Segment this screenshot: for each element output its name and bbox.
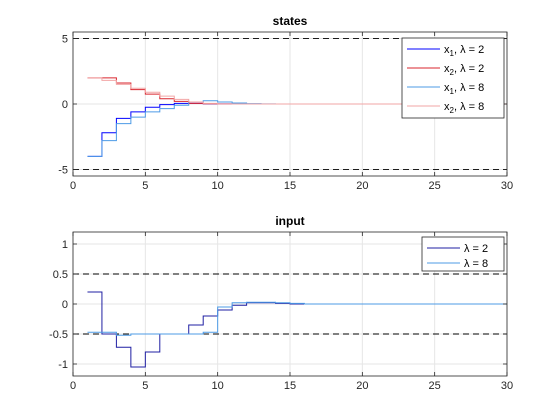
chart-0-legend-entry-3: x2, λ = 8: [444, 101, 484, 115]
chart-1-x-tick-label-4: 20: [356, 380, 368, 392]
chart-1-y-tick-label-1: -0.5: [49, 329, 68, 341]
chart-0-x-tick-label-6: 30: [501, 180, 513, 192]
chart-0-y-tick-label-1: 0: [62, 99, 68, 111]
chart-1-series-1-line: [87, 301, 507, 336]
chart-1-y-tick-label-2: 0: [62, 299, 68, 311]
chart-0-x-tick-label-1: 5: [142, 180, 148, 192]
chart-0-legend-entry-0: x1, λ = 2: [444, 44, 484, 58]
chart-0-y-tick-label-2: 5: [62, 34, 68, 46]
chart-1-legend-entry-0: λ = 2: [464, 243, 488, 255]
chart-0-y-tick-label-0: -5: [58, 164, 68, 176]
chart-0-x-tick-label-0: 0: [70, 180, 76, 192]
chart-1-legend-box: [421, 236, 505, 272]
chart-1-y-tick-label-3: 0.5: [53, 269, 68, 281]
input-axes: 0 5 10 15 20 25 30 -1 -0.5 0 0.5 1 input λ = 2 λ = 8: [49, 214, 513, 392]
chart-0-x-tick-label-4: 20: [356, 180, 368, 192]
chart-1-x-tick-label-3: 15: [284, 380, 296, 392]
chart-0-legend-entry-2: x1, λ = 8: [444, 82, 484, 96]
chart-1-title: input: [275, 214, 304, 228]
chart-1-x-tick-label-6: 30: [501, 380, 513, 392]
chart-0-x-tick-label-2: 10: [212, 180, 224, 192]
chart-1-legend: λ = 2 λ = 8: [421, 236, 505, 272]
chart-0-legend-entry-1: x2, λ = 2: [444, 63, 484, 77]
chart-1-x-tick-label-2: 10: [212, 380, 224, 392]
chart-0-legend: x1, λ = 2 x2, λ = 2 x1, λ = 8 x2, λ = 8: [401, 37, 505, 119]
chart-0-title: states: [273, 14, 308, 28]
chart-0-x-tick-label-3: 15: [284, 180, 296, 192]
chart-1-legend-entry-1: λ = 8: [464, 258, 488, 270]
chart-1-x-tick-label-5: 25: [429, 380, 441, 392]
chart-1-x-tick-label-0: 0: [70, 380, 76, 392]
chart-1-y-tick-label-4: 1: [62, 239, 68, 251]
chart-1-y-tick-label-0: -1: [58, 359, 68, 371]
chart-0-legend-box: [401, 37, 505, 119]
chart-0-x-tick-label-5: 25: [429, 180, 441, 192]
chart-1-x-tick-label-1: 5: [142, 380, 148, 392]
